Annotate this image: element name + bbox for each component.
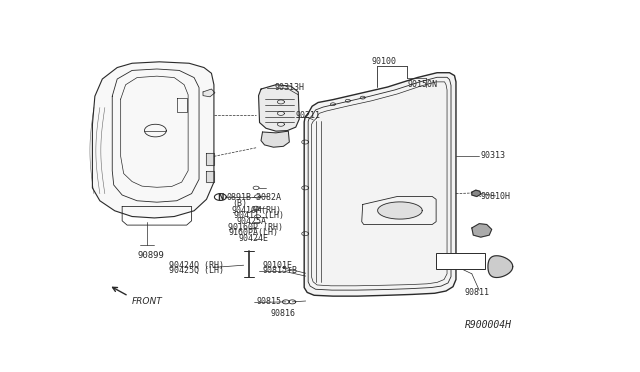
Text: 90425Q (LH): 90425Q (LH) <box>169 266 224 275</box>
Text: 90313H: 90313H <box>275 83 305 92</box>
Text: 9160PA(LH): 9160PA(LH) <box>229 228 279 237</box>
Text: 90811: 90811 <box>465 288 490 297</box>
Text: 90425A: 90425A <box>236 217 266 226</box>
Polygon shape <box>261 131 289 147</box>
Polygon shape <box>304 73 456 296</box>
Text: 90313: 90313 <box>481 151 506 160</box>
Polygon shape <box>207 171 214 182</box>
Text: FRONT: FRONT <box>132 297 163 307</box>
Polygon shape <box>259 85 300 131</box>
Polygon shape <box>203 89 215 97</box>
Text: 90815+B: 90815+B <box>262 266 298 275</box>
Text: 90899: 90899 <box>137 251 164 260</box>
Text: 90424Q (RH): 90424Q (RH) <box>169 261 224 270</box>
Polygon shape <box>207 154 214 165</box>
Text: SEE SEC. 890: SEE SEC. 890 <box>446 258 504 267</box>
Text: 90810H: 90810H <box>481 192 511 201</box>
Polygon shape <box>472 224 492 237</box>
Text: 90411 (LH): 90411 (LH) <box>234 211 284 219</box>
Text: (28442): (28442) <box>451 259 485 268</box>
FancyBboxPatch shape <box>436 253 485 269</box>
Polygon shape <box>378 202 422 219</box>
Text: R900004H: R900004H <box>465 320 511 330</box>
Text: 90410M(RH): 90410M(RH) <box>231 206 282 215</box>
Text: 90211: 90211 <box>296 111 321 120</box>
Text: 0891B-3082A: 0891B-3082A <box>227 193 282 202</box>
Polygon shape <box>472 190 481 196</box>
Text: 90816: 90816 <box>271 310 296 318</box>
Text: 90150N: 90150N <box>408 80 437 89</box>
Polygon shape <box>488 256 513 278</box>
Text: 90160P (RH): 90160P (RH) <box>228 224 283 232</box>
Text: 90101E: 90101E <box>262 261 292 270</box>
Text: 90424E: 90424E <box>239 234 269 243</box>
Text: 90815: 90815 <box>256 297 281 307</box>
Text: 90100: 90100 <box>372 57 397 66</box>
Text: (B): (B) <box>232 199 247 208</box>
Polygon shape <box>92 62 214 218</box>
Text: N: N <box>217 193 223 202</box>
